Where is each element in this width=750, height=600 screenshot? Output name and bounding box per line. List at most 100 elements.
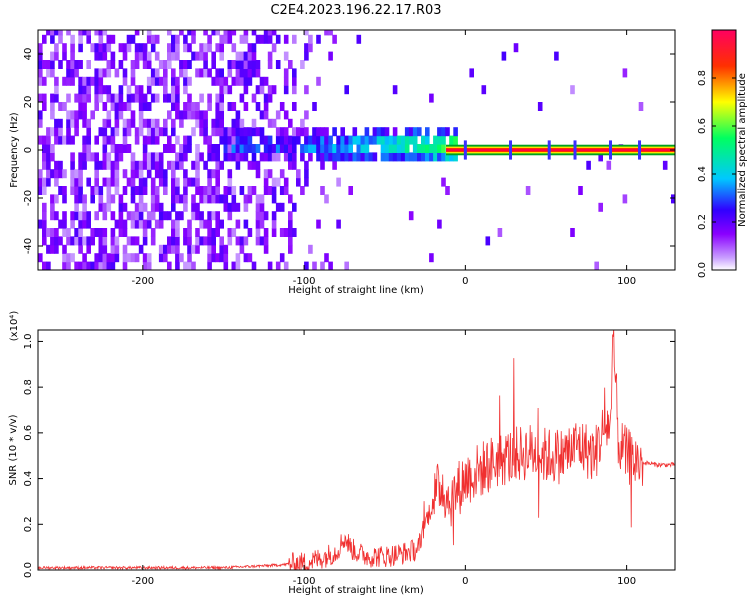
spectrogram-cell [118, 60, 124, 69]
spectrogram-cell [239, 118, 245, 128]
spectrogram-cell [203, 127, 208, 137]
spectrogram-cell [146, 219, 152, 229]
spectrogram-cell [146, 118, 152, 128]
spectrogram-cell [223, 144, 229, 153]
spectrogram-cell [344, 85, 349, 95]
spectrogram-cell [175, 253, 180, 263]
spectrogram-cell [94, 160, 99, 170]
spectrogram-cell [316, 144, 321, 153]
spectrogram-cell [267, 169, 273, 179]
spectrogram-cell [340, 127, 345, 137]
spectrogram-cell [163, 144, 168, 153]
spectrogram-cell [54, 51, 59, 61]
spectrogram-cell [199, 68, 204, 78]
spectrogram-cell [179, 68, 184, 78]
spectrogram-cell [292, 160, 297, 170]
spectrogram-cell [211, 144, 216, 153]
spectrogram-cell [122, 51, 128, 61]
spectrogram-cell [203, 60, 208, 69]
spectrogram-cell [324, 144, 329, 153]
spectrogram-cell [243, 76, 249, 86]
spectrogram-cell [82, 85, 87, 95]
spectrogram-cell [259, 202, 265, 212]
spectrogram-cell [38, 177, 43, 187]
spectrogram-cell [66, 236, 71, 246]
spectrogram-cell [54, 30, 59, 36]
spectrogram-cell [453, 127, 458, 137]
spectrogram-cell [142, 60, 148, 69]
spectrogram-cell [344, 135, 349, 145]
spectrogram-cell [150, 68, 156, 78]
spectrogram-cell [118, 93, 124, 103]
spectrogram-cell [638, 102, 644, 111]
spectrogram-cell [247, 43, 253, 53]
spectrogram-cell [171, 118, 176, 128]
spectrogram-cell [360, 152, 366, 162]
spectrogram-cell [62, 51, 67, 61]
spectrogram-cell [179, 194, 184, 204]
y-tick-label: 0.8 [23, 379, 34, 395]
spectrogram-cell [58, 236, 63, 246]
spectrogram-cell [223, 194, 229, 204]
spectrogram-cell [195, 110, 200, 120]
spectrogram-cell [437, 127, 442, 137]
spectrogram-cell [66, 135, 71, 145]
spectrogram-cell [219, 253, 224, 263]
spectrogram-cell [304, 85, 309, 95]
spectrogram-cell [227, 34, 233, 44]
spectrogram-cell [191, 177, 196, 187]
spectrogram-cell [223, 127, 229, 137]
spectrogram-cell [167, 43, 172, 53]
spectrogram-cell [449, 152, 454, 162]
spectrogram-cell [312, 261, 317, 270]
spectrogram-cell [255, 160, 261, 170]
spectrogram-cell [247, 60, 253, 69]
spectrogram-cell [38, 93, 43, 103]
spectrogram-cell [437, 144, 442, 153]
spectrogram-cell [598, 152, 603, 162]
spectrogram-cell [42, 261, 47, 270]
spectrogram-cell [66, 118, 71, 128]
spectrogram-cell [78, 93, 83, 103]
spectrogram-cell [231, 228, 237, 237]
spectrogram-cell [275, 177, 281, 187]
spectrogram-cell [58, 127, 63, 137]
spectrogram-cell [308, 244, 313, 254]
spectrogram-cell [86, 60, 91, 69]
spectrogram-cell [207, 43, 212, 53]
spectrogram-cell [320, 127, 325, 137]
spectrogram-cell [336, 144, 341, 153]
spectrogram-cell [171, 76, 176, 86]
spectrogram-cell [78, 186, 83, 195]
spectrogram-cell [158, 202, 164, 212]
figure-title: C2E4.2023.196.22.17.R03 [270, 3, 441, 18]
spectrogram-cell [283, 261, 289, 270]
spectrogram-cell [54, 244, 59, 254]
spectrogram-cell [606, 160, 612, 170]
spectrogram-cell [271, 152, 277, 162]
spectrogram-cell [372, 127, 378, 137]
spectrogram-cell [42, 34, 47, 44]
spectrogram-cell [118, 202, 124, 212]
spectrogram-cell [118, 85, 124, 95]
y-tick-label: 0 [23, 147, 34, 153]
spectrogram-cell [50, 110, 55, 120]
spectrogram-cell [203, 43, 208, 53]
spectrogram-cell [275, 202, 281, 212]
spectrogram-cell [130, 177, 136, 187]
spectrogram-cell [50, 68, 55, 78]
spectrogram-cell [183, 34, 188, 44]
spectrogram-cell [118, 219, 124, 229]
spectrogram-cell [106, 186, 112, 195]
spectrogram-cell [50, 34, 55, 44]
spectrogram-cell [207, 135, 212, 145]
spectrogram-cell [134, 60, 140, 69]
spectrogram-cell [372, 152, 378, 162]
spectrogram-cell [179, 144, 184, 153]
spectrogram-cell [304, 261, 309, 270]
spectrogram-cell [263, 144, 269, 153]
spectrogram-cell [70, 253, 75, 263]
spectrogram-cell [70, 152, 75, 162]
spectrogram-cell [275, 144, 281, 153]
spectrogram-cell [251, 60, 257, 69]
